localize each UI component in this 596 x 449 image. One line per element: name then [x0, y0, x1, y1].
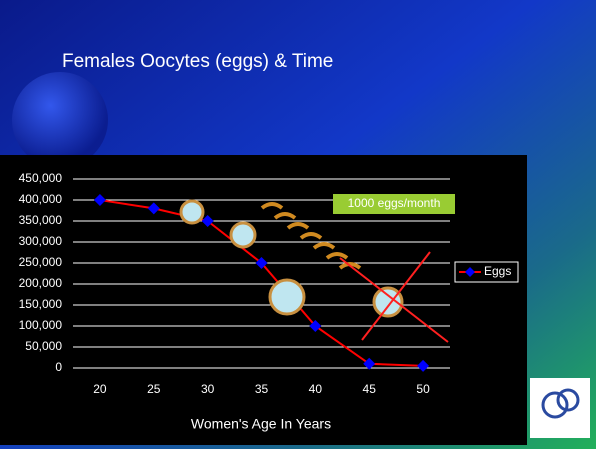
annotation: 1000 eggs/month	[348, 196, 441, 210]
x-tick-label: 50	[416, 382, 430, 396]
legend-label: Eggs	[484, 264, 511, 278]
y-tick-label: 450,000	[19, 171, 63, 185]
point	[147, 202, 160, 215]
point	[93, 194, 106, 206]
x-tick-label: 25	[147, 382, 161, 396]
y-tick-label: 200,000	[19, 276, 63, 290]
point	[309, 320, 322, 332]
x-tick-label: 45	[363, 382, 377, 396]
legend-box	[454, 261, 519, 283]
point	[363, 357, 376, 370]
y-tick-label: 250,000	[19, 255, 63, 269]
x-tick-label: 20	[93, 382, 107, 396]
y-tick-label: 50,000	[25, 339, 62, 353]
annotation-box	[333, 194, 455, 214]
logo-symbol	[556, 388, 580, 412]
decor-wave	[299, 232, 323, 240]
x-tick-label: 30	[201, 382, 215, 396]
y-tick-label: 150,000	[19, 297, 63, 311]
decor-wave	[312, 242, 336, 250]
clock-icon	[268, 278, 306, 316]
y-tick-label: 0	[55, 360, 62, 374]
y-tick-label: 400,000	[19, 192, 63, 206]
x-tick-label: 35	[255, 382, 269, 396]
x-tick-label: 40	[309, 382, 323, 396]
decor-wave	[273, 212, 297, 220]
point	[417, 359, 430, 372]
legend-marker	[465, 267, 475, 277]
y-tick-label: 350,000	[19, 213, 63, 227]
slide-title: Females Oocytes (eggs) & Time	[62, 51, 333, 72]
y-tick-label: 100,000	[19, 318, 63, 332]
cross	[339, 257, 449, 343]
clock-icon	[179, 199, 205, 225]
decor-wave	[325, 252, 349, 260]
decor-wave	[286, 222, 310, 230]
decor-orb	[12, 72, 108, 168]
cross	[361, 251, 431, 341]
logo-symbol	[541, 391, 569, 419]
point	[201, 215, 214, 227]
decor-wave	[338, 262, 362, 270]
clock-icon	[372, 286, 404, 318]
x-axis-label: Women's Age In Years	[191, 416, 331, 432]
decor-wave	[260, 202, 284, 210]
y-tick-label: 300,000	[19, 234, 63, 248]
clock-icon	[229, 221, 257, 249]
point	[255, 257, 268, 269]
